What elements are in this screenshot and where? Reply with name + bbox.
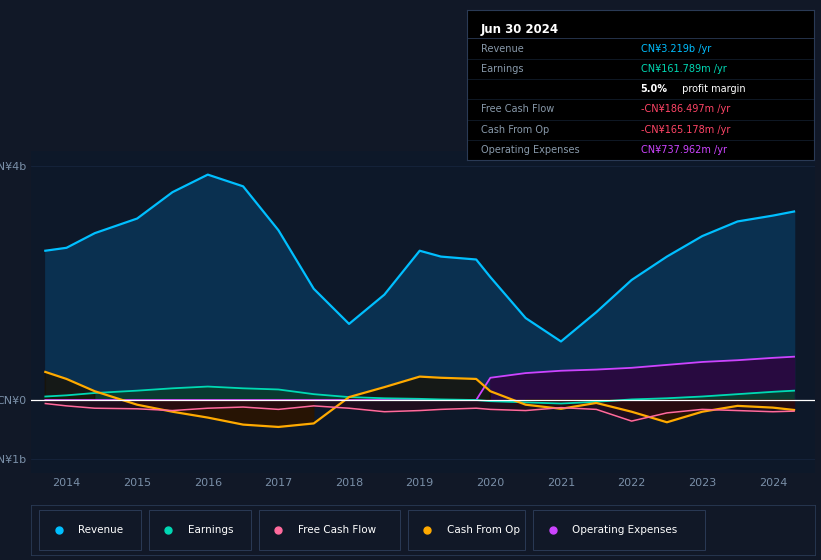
Text: Earnings: Earnings: [188, 525, 233, 535]
Text: Earnings: Earnings: [481, 64, 523, 74]
Text: -CN¥165.178m /yr: -CN¥165.178m /yr: [640, 125, 730, 134]
Text: Revenue: Revenue: [78, 525, 123, 535]
Text: profit margin: profit margin: [679, 84, 745, 94]
Text: 5.0%: 5.0%: [640, 84, 667, 94]
Text: Operating Expenses: Operating Expenses: [481, 145, 580, 155]
Text: Free Cash Flow: Free Cash Flow: [481, 104, 554, 114]
Text: CN¥161.789m /yr: CN¥161.789m /yr: [640, 64, 727, 74]
Text: Operating Expenses: Operating Expenses: [572, 525, 677, 535]
Text: CN¥3.219b /yr: CN¥3.219b /yr: [640, 44, 711, 54]
Text: Jun 30 2024: Jun 30 2024: [481, 24, 559, 36]
Text: CN¥737.962m /yr: CN¥737.962m /yr: [640, 145, 727, 155]
Text: Cash From Op: Cash From Op: [447, 525, 520, 535]
Text: Revenue: Revenue: [481, 44, 524, 54]
Text: -CN¥186.497m /yr: -CN¥186.497m /yr: [640, 104, 730, 114]
Text: Free Cash Flow: Free Cash Flow: [298, 525, 376, 535]
Text: Cash From Op: Cash From Op: [481, 125, 549, 134]
